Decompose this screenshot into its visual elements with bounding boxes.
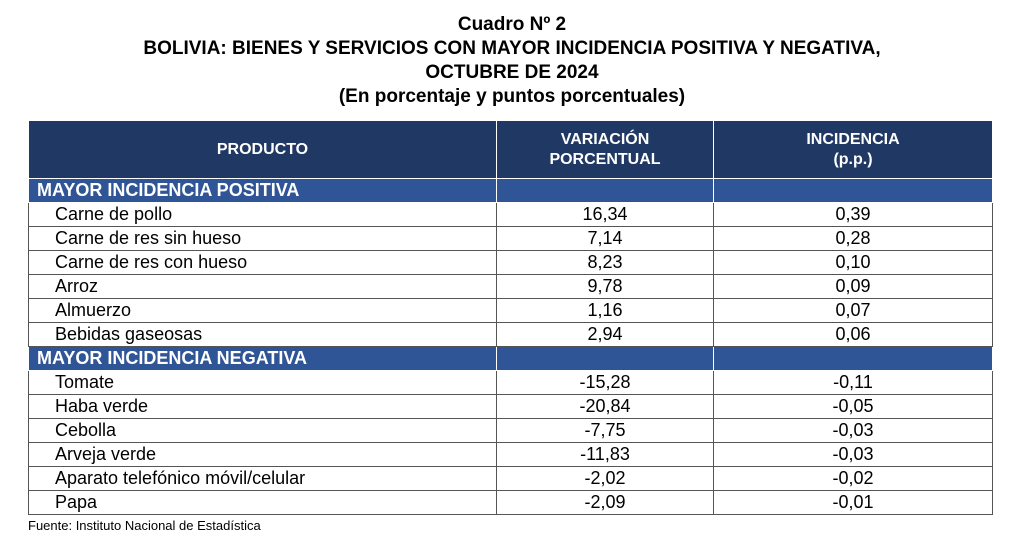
header-incidencia-line-2: (p.p.) [833, 150, 873, 168]
cell-producto: Carne de res con hueso [28, 250, 497, 275]
cell-variacion: -11,83 [496, 442, 714, 467]
cell-variacion: -7,75 [496, 418, 714, 443]
cell-incidencia: -0,03 [713, 418, 993, 443]
table-row: Arroz 9,78 0,09 [28, 274, 993, 299]
header-producto-label: PRODUCTO [216, 140, 309, 158]
table-row: Haba verde -20,84 -0,05 [28, 394, 993, 419]
header-incidencia: INCIDENCIA (p.p.) [713, 120, 993, 179]
table-row: Almuerzo 1,16 0,07 [28, 298, 993, 323]
section-row-negativa: MAYOR INCIDENCIA NEGATIVA [28, 346, 993, 371]
title-line-3: OCTUBRE DE 2024 [425, 62, 599, 83]
cell-producto: Arroz [28, 274, 497, 299]
cell-incidencia: 0,28 [713, 226, 993, 251]
cell-incidencia: -0,03 [713, 442, 993, 467]
cell-producto: Cebolla [28, 418, 497, 443]
cell-incidencia: 0,06 [713, 322, 993, 347]
cell-incidencia: 0,39 [713, 202, 993, 227]
table-row: Arveja verde -11,83 -0,03 [28, 442, 993, 467]
section-label: MAYOR INCIDENCIA NEGATIVA [28, 346, 497, 371]
source-note: Fuente: Instituto Nacional de Estadístic… [28, 518, 261, 533]
data-table: PRODUCTO VARIACIÓN PORCENTUAL INCIDENCIA… [28, 120, 993, 515]
cell-variacion: 16,34 [496, 202, 714, 227]
cell-variacion: 7,14 [496, 226, 714, 251]
cell-incidencia: 0,07 [713, 298, 993, 323]
cell-variacion: -2,09 [496, 490, 714, 515]
cell-producto: Carne de pollo [28, 202, 497, 227]
cell-producto: Tomate [28, 370, 497, 395]
header-producto: PRODUCTO [28, 120, 497, 179]
cell-variacion: -2,02 [496, 466, 714, 491]
cell-variacion: 2,94 [496, 322, 714, 347]
title-line-2: BOLIVIA: BIENES Y SERVICIOS CON MAYOR IN… [143, 38, 881, 59]
cell-variacion: -20,84 [496, 394, 714, 419]
cell-producto: Arveja verde [28, 442, 497, 467]
table-row: Carne de res sin hueso 7,14 0,28 [28, 226, 993, 251]
cell-incidencia: -0,01 [713, 490, 993, 515]
cell-incidencia: -0,05 [713, 394, 993, 419]
table-row: Papa -2,09 -0,01 [28, 490, 993, 515]
header-incidencia-line-1: INCIDENCIA [806, 130, 900, 148]
cell-variacion: 9,78 [496, 274, 714, 299]
cell-producto: Papa [28, 490, 497, 515]
header-variacion-line-1: VARIACIÓN [560, 130, 650, 148]
cell-producto: Bebidas gaseosas [28, 322, 497, 347]
table-row: Carne de res con hueso 8,23 0,10 [28, 250, 993, 275]
cell-incidencia: -0,11 [713, 370, 993, 395]
cell-producto: Almuerzo [28, 298, 497, 323]
header-row: PRODUCTO VARIACIÓN PORCENTUAL INCIDENCIA… [28, 120, 993, 179]
section-label: MAYOR INCIDENCIA POSITIVA [28, 178, 497, 203]
cell-variacion: -15,28 [496, 370, 714, 395]
table-row: Aparato telefónico móvil/celular -2,02 -… [28, 466, 993, 491]
cell-producto: Haba verde [28, 394, 497, 419]
title-line-4: (En porcentaje y puntos porcentuales) [338, 86, 686, 107]
cell-incidencia: -0,02 [713, 466, 993, 491]
header-variacion: VARIACIÓN PORCENTUAL [496, 120, 714, 179]
cell-variacion: 1,16 [496, 298, 714, 323]
cell-incidencia: 0,10 [713, 250, 993, 275]
cell-producto: Aparato telefónico móvil/celular [28, 466, 497, 491]
cell-incidencia: 0,09 [713, 274, 993, 299]
table-row: Cebolla -7,75 -0,03 [28, 418, 993, 443]
table-title: Cuadro Nº 2 BOLIVIA: BIENES Y SERVICIOS … [0, 13, 1024, 109]
table-row: Bebidas gaseosas 2,94 0,06 [28, 322, 993, 347]
table-row: Tomate -15,28 -0,11 [28, 370, 993, 395]
header-variacion-line-2: PORCENTUAL [549, 150, 661, 168]
cell-variacion: 8,23 [496, 250, 714, 275]
section-row-positiva: MAYOR INCIDENCIA POSITIVA [28, 178, 993, 203]
table-row: Carne de pollo 16,34 0,39 [28, 202, 993, 227]
title-line-1: Cuadro Nº 2 [457, 14, 567, 35]
cell-producto: Carne de res sin hueso [28, 226, 497, 251]
